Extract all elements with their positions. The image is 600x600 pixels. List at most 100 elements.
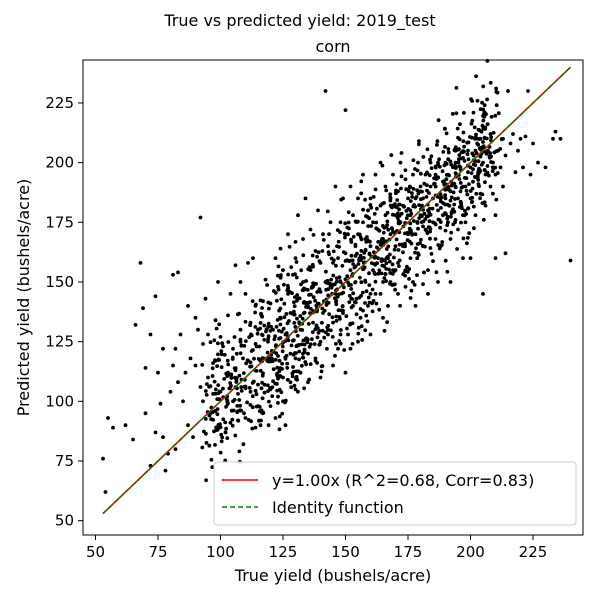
- data-point: [358, 275, 362, 280]
- data-point: [294, 369, 299, 374]
- data-point: [303, 360, 308, 364]
- data-point: [233, 433, 238, 438]
- data-point: [280, 361, 284, 366]
- data-point: [222, 377, 227, 381]
- data-point: [311, 264, 315, 269]
- data-point: [439, 195, 444, 200]
- data-point: [260, 306, 264, 310]
- data-point: [340, 263, 345, 268]
- data-point: [331, 363, 335, 368]
- data-point: [377, 307, 382, 312]
- data-point: [245, 400, 250, 405]
- data-point: [323, 330, 328, 335]
- data-point: [456, 196, 460, 201]
- data-point: [343, 370, 348, 375]
- data-point: [374, 220, 379, 225]
- data-point: [161, 435, 165, 439]
- data-point: [426, 292, 430, 296]
- data-point: [141, 306, 145, 311]
- data-point: [457, 177, 462, 181]
- data-point: [289, 265, 294, 269]
- data-point: [384, 188, 389, 193]
- data-point: [229, 372, 234, 377]
- data-point: [415, 221, 420, 225]
- data-point: [414, 195, 419, 199]
- x-tick-label: 50: [86, 543, 105, 561]
- data-point: [133, 323, 138, 327]
- data-point: [266, 423, 271, 428]
- data-point: [436, 280, 440, 284]
- data-point: [402, 204, 406, 209]
- data-point: [481, 217, 486, 222]
- data-point: [323, 89, 328, 93]
- data-point: [442, 182, 447, 187]
- data-point: [338, 220, 343, 225]
- data-point: [462, 111, 466, 115]
- data-point: [171, 363, 175, 368]
- data-point: [215, 364, 220, 368]
- data-point: [248, 323, 253, 328]
- data-point: [294, 377, 298, 381]
- data-point: [305, 337, 310, 341]
- data-point: [291, 338, 296, 342]
- data-point: [328, 328, 333, 333]
- data-point: [424, 195, 429, 199]
- data-point: [453, 163, 457, 168]
- data-point: [221, 344, 225, 349]
- data-point: [213, 387, 218, 392]
- data-point: [275, 381, 279, 386]
- data-point: [219, 432, 224, 437]
- data-point: [373, 187, 378, 192]
- data-point: [300, 328, 305, 332]
- data-point: [201, 399, 205, 404]
- data-point: [459, 220, 463, 225]
- data-point: [316, 250, 321, 255]
- data-point: [212, 429, 216, 434]
- data-point: [536, 160, 540, 165]
- data-point: [366, 295, 371, 300]
- data-point: [470, 195, 475, 200]
- data-point: [283, 423, 288, 428]
- data-point: [316, 330, 321, 335]
- data-point: [341, 250, 346, 255]
- data-point: [215, 397, 220, 401]
- data-point: [294, 298, 299, 303]
- data-point: [461, 256, 465, 260]
- data-point: [388, 232, 393, 237]
- data-point: [290, 312, 295, 316]
- data-point: [419, 237, 423, 242]
- data-point: [448, 237, 453, 241]
- data-point: [429, 251, 434, 256]
- data-point: [438, 225, 442, 230]
- data-point: [238, 337, 243, 342]
- data-point: [485, 164, 490, 168]
- data-point: [262, 337, 267, 342]
- data-point: [375, 245, 379, 250]
- data-point: [314, 323, 319, 328]
- data-point: [428, 236, 432, 241]
- data-point: [418, 171, 423, 176]
- data-point: [313, 356, 318, 361]
- data-point: [333, 184, 338, 189]
- data-point: [363, 301, 367, 305]
- data-point: [482, 110, 487, 114]
- data-point: [425, 231, 430, 236]
- data-point: [272, 337, 277, 342]
- data-point: [381, 224, 385, 228]
- data-point: [362, 256, 366, 260]
- data-point: [378, 292, 383, 296]
- y-tick-label: 150: [45, 273, 74, 291]
- data-point: [474, 74, 478, 79]
- data-point: [213, 358, 217, 363]
- data-point: [436, 118, 441, 123]
- data-point: [309, 285, 314, 290]
- data-point: [307, 377, 311, 382]
- data-point: [207, 413, 212, 418]
- data-point: [293, 272, 297, 276]
- data-point: [439, 206, 443, 210]
- data-point: [225, 436, 230, 440]
- data-point: [221, 417, 226, 422]
- data-point: [488, 184, 493, 189]
- x-tick-label: 125: [269, 543, 298, 561]
- data-point: [211, 361, 215, 365]
